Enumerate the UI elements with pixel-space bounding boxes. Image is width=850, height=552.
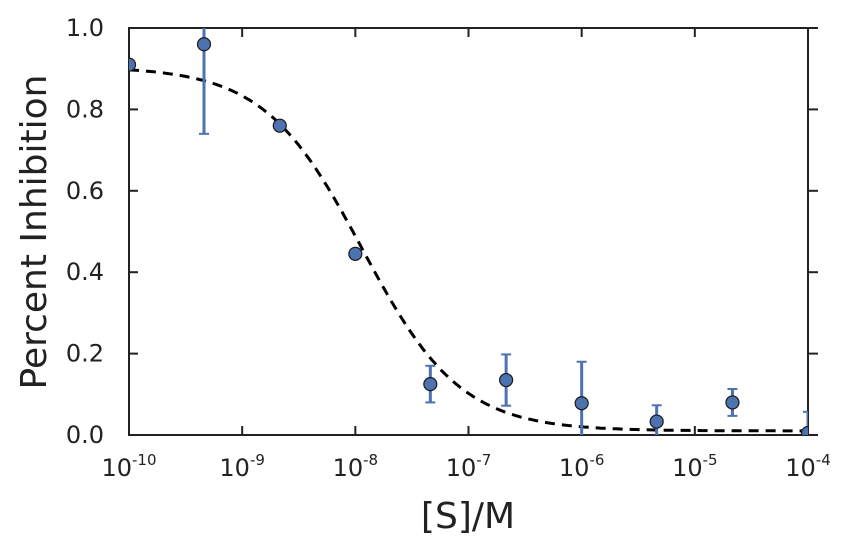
fit-curve: [128, 68, 808, 433]
x-tick-label: 10-9: [219, 451, 265, 482]
data-point: [800, 425, 808, 435]
plot-layer: [128, 27, 818, 436]
x-tick-label: 10-10: [101, 451, 156, 482]
y-tick-label: 0.4: [66, 258, 104, 286]
x-axis-label: [S]/M: [421, 496, 515, 537]
data-point: [272, 118, 287, 133]
x-tick-label: 10-8: [333, 451, 379, 482]
data-point: [196, 37, 212, 52]
x-tick-label: 10-6: [559, 451, 605, 482]
x-tick-labels: 10-10 10-9 10-8 10-7 10-6 10-5 10-4: [101, 451, 830, 482]
data-point: [574, 396, 589, 411]
data-point: [649, 414, 664, 429]
data-point: [348, 246, 363, 261]
data-point: [725, 395, 740, 410]
data-point: [423, 377, 438, 392]
data-point: [129, 57, 137, 72]
y-tick-label: 0.2: [66, 340, 104, 368]
y-axis-label: Percent Inhibition: [14, 75, 55, 390]
y-tick-labels: 0.0 0.2 0.4 0.6 0.8 1.0: [66, 14, 104, 449]
x-tick-label: 10-7: [446, 451, 492, 482]
y-tick-label: 0.0: [66, 421, 104, 449]
x-tick-label: 10-4: [785, 451, 831, 482]
y-tick-label: 0.8: [66, 95, 104, 123]
y-tick-label: 1.0: [66, 14, 104, 42]
data-point: [499, 372, 514, 388]
data-series: [129, 28, 808, 435]
y-tick-label: 0.6: [66, 177, 104, 205]
x-tick-label: 10-5: [672, 451, 718, 482]
